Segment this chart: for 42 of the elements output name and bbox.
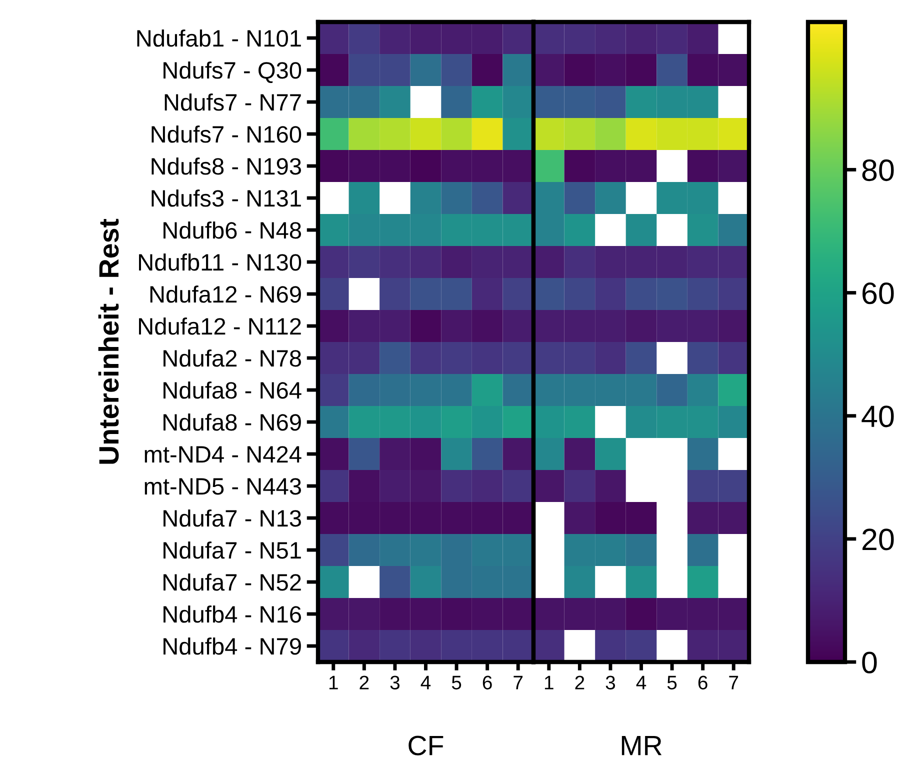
x-tick-label: 4: [636, 676, 646, 690]
x-tick-label: 5: [667, 676, 677, 690]
y-tick-label: Ndufab1 - N101: [137, 29, 301, 47]
y-tick-label: Ndufa12 - N112: [139, 317, 301, 335]
x-tick-label: 6: [482, 676, 492, 690]
y-tick-label: Ndufs7 - Q30: [164, 61, 302, 84]
x-tick-label: 2: [575, 676, 584, 690]
y-tick-label: Ndufb4 - N79: [164, 637, 301, 655]
x-tick-label: 1: [329, 676, 338, 690]
text: MR: [622, 736, 662, 756]
y-tick-label: mt-ND4 - N424: [144, 446, 302, 463]
x-tick-label: 7: [514, 676, 523, 690]
y-tick-label: Ndufa7 - N52: [164, 573, 301, 591]
y-tick-label: Ndufa7 - N51: [164, 541, 301, 559]
x-tick-label: 2: [360, 676, 369, 690]
y-tick-label: Ndufs3 - N131: [152, 189, 301, 207]
x-tick-label: 5: [452, 676, 462, 690]
y-tick-label: Ndufa2 - N78: [164, 349, 302, 367]
x-tick-label: 7: [729, 676, 738, 690]
y-tick-label: Ndufa7 - N13: [164, 509, 301, 527]
color-bar-label: 20: [862, 528, 894, 550]
x-tick-label: 3: [390, 676, 400, 690]
color-bar-label: 60: [862, 282, 894, 304]
y-tick-label: mt-ND5 - N443: [144, 478, 301, 495]
y-tick-label: Ndufb6 - N48: [164, 221, 302, 239]
x-tick-label: 6: [698, 676, 708, 690]
color-bar-label: 0: [862, 652, 877, 674]
y-tick-label: Ndufs7 - N160: [152, 125, 302, 143]
y-tick-label: Ndufa12 - N69: [150, 285, 301, 303]
x-tick-label: 3: [606, 676, 616, 690]
y-axis-title: Untereinheit - Rest: [98, 218, 119, 464]
y-tick-label: Ndufa8 - N64: [164, 381, 302, 399]
color-bar-label: 80: [862, 159, 894, 182]
y-tick-label: Ndufs8 - N193: [152, 157, 301, 175]
x-tick-label: 4: [420, 676, 431, 690]
x-tick-label: 1: [544, 676, 554, 690]
text: CF: [408, 736, 444, 756]
y-tick-label: Ndufs7 - N77: [164, 93, 301, 111]
y-tick-label: Ndufa8 - N69: [164, 413, 301, 431]
y-tick-label: Ndufb4 - N16: [164, 605, 301, 623]
color-bar-label: 40: [862, 406, 894, 428]
y-tick-label: Ndufb11 - N130: [139, 253, 302, 271]
